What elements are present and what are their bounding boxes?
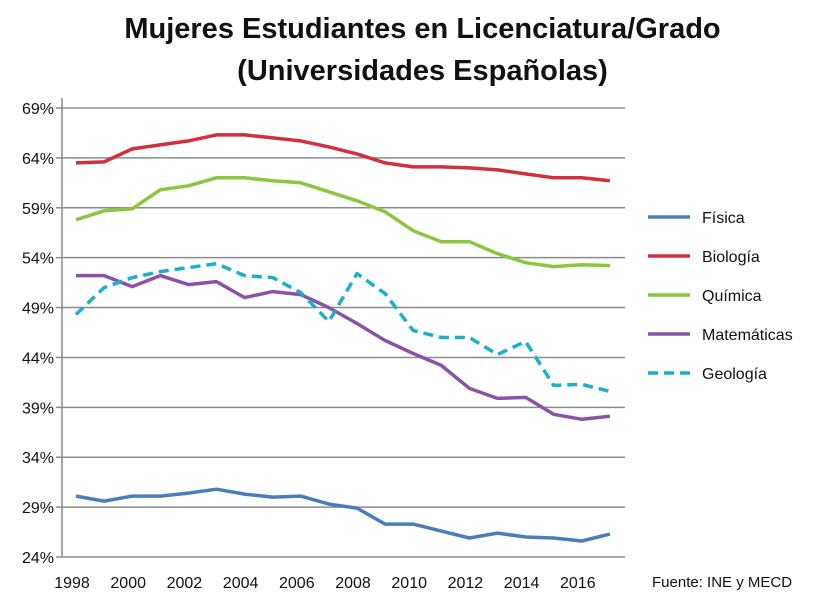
y-tick-label: 34% <box>22 450 54 467</box>
series-line-geología <box>74 261 611 394</box>
y-tick-label: 44% <box>22 350 54 367</box>
x-tick-label: 1998 <box>54 575 90 592</box>
x-tick-label: 2006 <box>279 575 315 592</box>
y-tick-label: 69% <box>22 101 54 118</box>
chart-title-line2: (Universidades Españolas) <box>237 55 608 87</box>
series-line-física <box>75 487 611 543</box>
x-tick-label: 2000 <box>110 575 146 592</box>
x-tick-label: 2010 <box>391 575 427 592</box>
x-tick-label: 2004 <box>223 575 259 592</box>
x-tick-label: 2014 <box>504 575 540 592</box>
legend-label: Biología <box>702 249 760 266</box>
legend-label: Matemáticas <box>702 327 793 344</box>
y-tick-label: 54% <box>22 251 54 268</box>
x-tick-label: 2008 <box>335 575 371 592</box>
source-note: Fuente: INE y MECD <box>652 574 793 591</box>
series-line-química <box>75 176 610 269</box>
y-tick-label: 49% <box>22 301 54 318</box>
legend-label: Química <box>702 288 762 305</box>
x-tick-label: 2012 <box>448 575 484 592</box>
y-tick-label: 59% <box>22 201 54 218</box>
x-tick-label: 2002 <box>167 575 203 592</box>
chart-title-line1: Mujeres Estudiantes en Licenciatura/Grad… <box>124 13 721 45</box>
series-line-biología <box>75 133 611 183</box>
y-tick-label: 39% <box>22 400 54 417</box>
y-tick-label: 24% <box>22 550 54 567</box>
chart-title: Mujeres Estudiantes en Licenciatura/Grad… <box>0 8 833 92</box>
legend-label: Física <box>702 210 745 227</box>
y-tick-label: 64% <box>22 151 54 168</box>
legend-label: Geología <box>702 366 767 383</box>
series-line-matemáticas <box>76 273 611 422</box>
y-tick-label: 29% <box>22 500 54 517</box>
x-tick-label: 2016 <box>560 575 596 592</box>
